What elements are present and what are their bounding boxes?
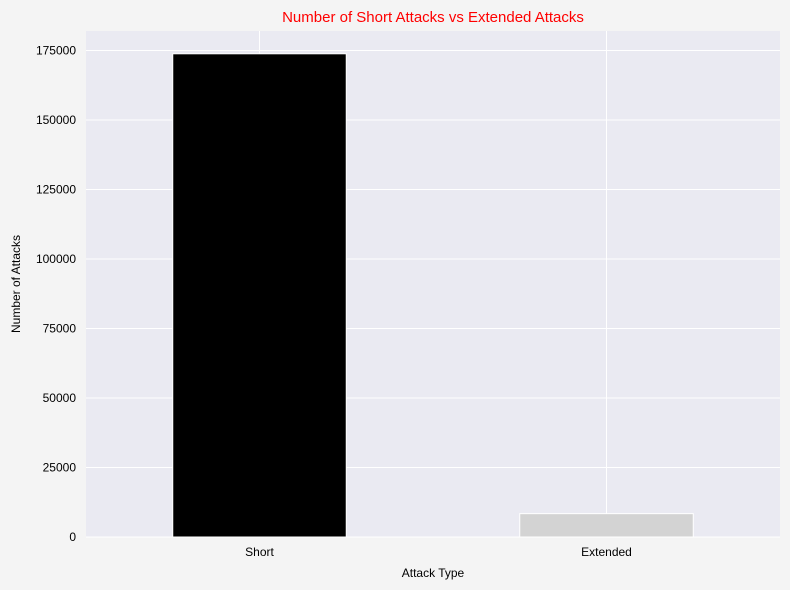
y-axis-ticks: 0 25000 50000 75000 100000 125000 150000 175000: [36, 43, 76, 544]
y-tick-label: 75000: [43, 321, 77, 335]
bar-short: [172, 53, 347, 538]
x-axis-ticks: Short Extended: [245, 545, 632, 559]
y-tick-label: 150000: [36, 113, 76, 127]
x-tick-label: Short: [245, 545, 274, 559]
x-axis-label: Attack Type: [402, 566, 465, 580]
bars: [172, 53, 694, 538]
y-tick-label: 175000: [36, 43, 76, 57]
y-axis-label: Number of Attacks: [9, 235, 23, 333]
y-tick-label: 25000: [43, 460, 77, 474]
y-tick-label: 0: [69, 530, 76, 544]
y-tick-label: 100000: [36, 252, 76, 266]
x-tick-label: Extended: [581, 545, 632, 559]
y-tick-label: 50000: [43, 391, 77, 405]
bar-extended: [519, 513, 694, 538]
y-tick-label: 125000: [36, 182, 76, 196]
chart-title: Number of Short Attacks vs Extended Atta…: [282, 9, 584, 26]
